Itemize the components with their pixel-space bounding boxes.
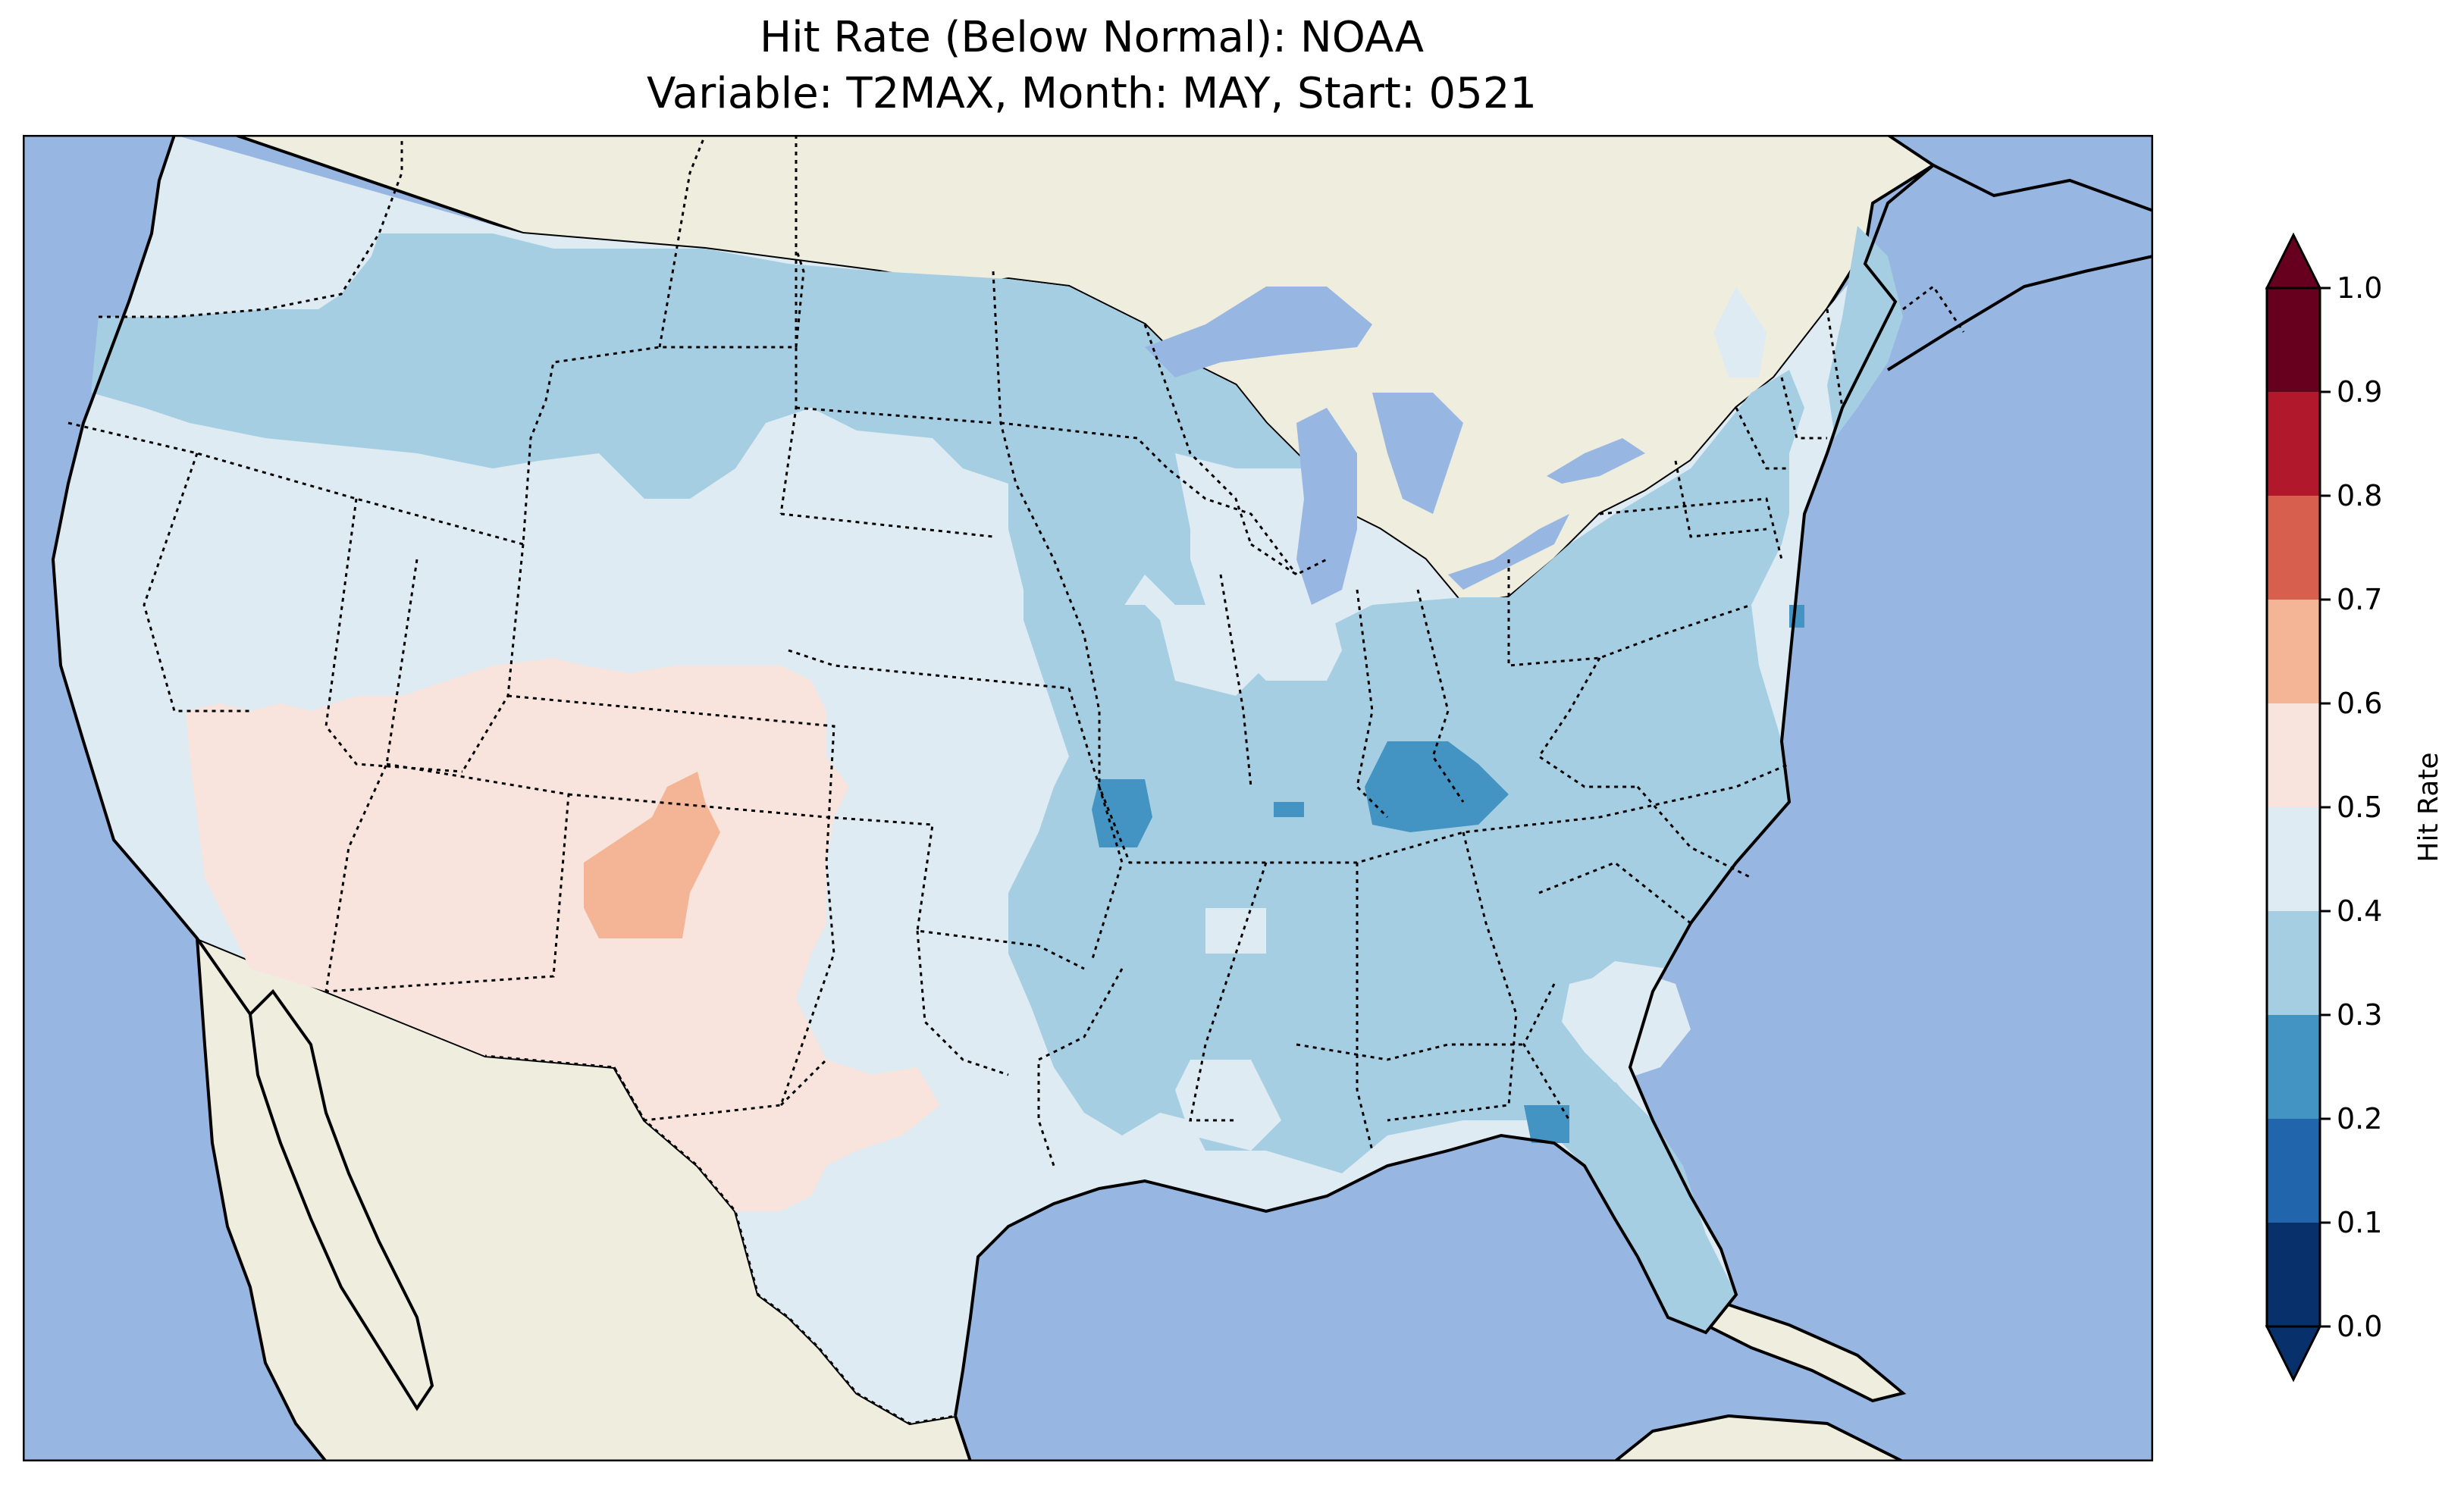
hit-rate-bin-0.6-0.7-new-mexico [584, 772, 720, 938]
colorbar-tick-label: 0.4 [2337, 894, 2382, 928]
conus-coastline [51, 135, 252, 1016]
hit-rate-bin-0.2-0.3-spots [1092, 605, 1804, 1143]
colorbar-bin-5 [2267, 703, 2320, 807]
colorbar-bin-8 [2267, 392, 2320, 496]
colorbar-bin-6 [2267, 600, 2320, 703]
colorbar-tick-label: 0.9 [2337, 375, 2382, 409]
map-title-line-2: Variable: T2MAX, Month: MAY, Start: 0521 [646, 69, 1538, 118]
map-title-line-1: Hit Rate (Below Normal): NOAA [759, 13, 1425, 62]
gulf-atlantic-coastline [954, 163, 2153, 1417]
baja-california [248, 988, 434, 1411]
colorbar-bin-1 [2267, 1119, 2320, 1223]
state-boundaries [67, 135, 1965, 1425]
colorbar-bin-0 [2267, 1223, 2320, 1326]
great-lakes [1145, 287, 1645, 605]
colorbar-tick-label: 1.0 [2337, 271, 2382, 305]
hit-rate-bin-0.4-0.5-islands [1175, 287, 1766, 1151]
colorbar-bin-4 [2267, 807, 2320, 911]
colorbar-tick-label: 0.6 [2337, 687, 2382, 720]
hit-rate-bin-0.5-0.6-southwest [186, 658, 940, 1211]
colorbar-tick-label: 0.2 [2337, 1102, 2382, 1135]
colorbar-bin-3 [2267, 911, 2320, 1015]
colorbar-extend-high [2265, 232, 2322, 290]
colorbar-tick-label: 0.1 [2337, 1206, 2382, 1239]
colorbar-extend-low [2265, 1325, 2322, 1383]
map-frame [23, 135, 2153, 1461]
colorbar-tick-label: 0.0 [2337, 1310, 2382, 1343]
colorbar-label: Hit Rate [2413, 752, 2444, 862]
nova-scotia-coast [1886, 255, 2153, 371]
colorbar-tick-label: 0.7 [2337, 583, 2382, 616]
map-panel [23, 135, 2153, 1461]
colorbar-bin-2 [2267, 1015, 2320, 1119]
yucatan-land [1612, 1414, 1904, 1461]
colorbar: 0.0 0.1 0.2 0.3 0.4 0.5 0.6 0.7 0.8 0.9 1.0 Hit Ra… [2265, 232, 2444, 1383]
colorbar-tick-label: 0.8 [2337, 479, 2382, 512]
colorbar-bin-7 [2267, 496, 2320, 600]
colorbar-tick-label: 0.5 [2337, 791, 2382, 824]
colorbar-tick-label: 0.3 [2337, 998, 2382, 1032]
colorbar-bin-9 [2267, 288, 2320, 392]
cuba-island [1704, 1300, 1907, 1403]
